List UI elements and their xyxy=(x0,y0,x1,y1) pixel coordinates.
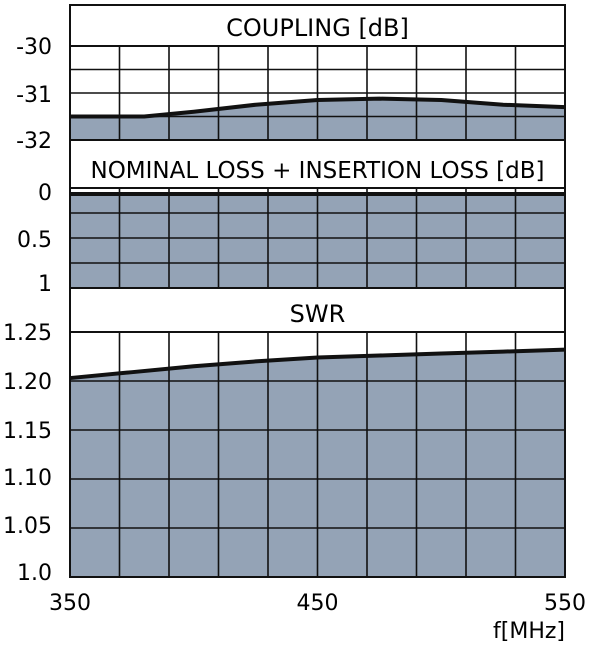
panel-title: SWR xyxy=(290,300,346,328)
series-line xyxy=(70,96,566,119)
y-tick-label: 0.5 xyxy=(17,228,52,253)
y-tick-label: 1.25 xyxy=(3,321,52,346)
x-tick-label: 550 xyxy=(544,591,586,616)
y-tick-label: 1.05 xyxy=(3,514,52,539)
y-tick-label: 1.0 xyxy=(17,561,52,586)
x-axis-label: f[MHz] xyxy=(493,619,565,644)
y-tick-label: 0 xyxy=(38,181,52,206)
panel-title: NOMINAL LOSS + INSERTION LOSS [dB] xyxy=(90,158,544,184)
grid-lines xyxy=(70,188,565,288)
panel-1: COUPLING [dB] -30 -31 -32 xyxy=(16,4,566,154)
y-tick-label: 1.10 xyxy=(3,466,52,491)
y-tick-label: 1.15 xyxy=(3,419,52,444)
panel-3: SWR 1.25 1.20 1.15 1.10 1.05 1.0 xyxy=(3,287,566,586)
y-tick-label: 1 xyxy=(38,272,52,297)
series-line xyxy=(69,347,566,381)
y-tick-label: -30 xyxy=(16,35,52,60)
x-axis: 350 450 550 f[MHz] xyxy=(49,591,586,644)
panel-frame xyxy=(69,287,566,578)
y-tick-label: -31 xyxy=(16,83,52,108)
y-tick-label: 1.20 xyxy=(3,370,52,395)
x-tick-label: 350 xyxy=(49,591,91,616)
x-tick-label: 450 xyxy=(297,591,339,616)
y-tick-label: -32 xyxy=(16,129,52,154)
grid-lines xyxy=(70,332,565,577)
panel-title: COUPLING [dB] xyxy=(226,14,409,42)
panel-2: NOMINAL LOSS + INSERTION LOSS [dB] 0 0.5 1 xyxy=(17,139,566,297)
